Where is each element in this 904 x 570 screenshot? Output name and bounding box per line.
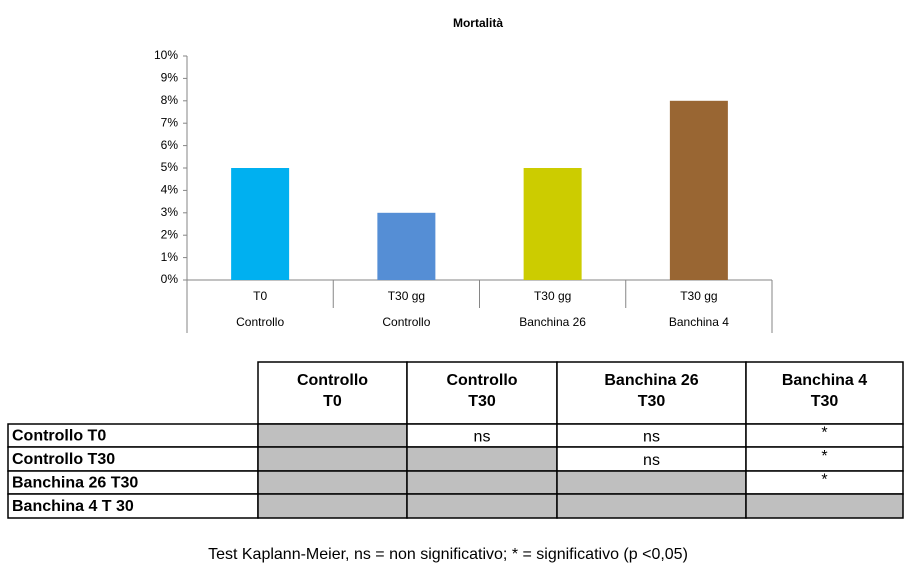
y-tick-label: 6%	[161, 138, 179, 152]
column-header: Banchina 26	[604, 372, 698, 389]
empty-cell	[257, 423, 408, 448]
empty-cell	[556, 493, 747, 519]
bar	[669, 100, 728, 280]
cell-value: *	[821, 448, 827, 465]
empty-cell	[406, 493, 558, 519]
y-tick-label: 1%	[161, 250, 179, 264]
empty-cell	[257, 493, 408, 519]
empty-cell	[406, 446, 558, 472]
y-tick-label: 0%	[161, 272, 179, 286]
row-header: Controllo T30	[12, 451, 115, 468]
column-header: T0	[323, 393, 342, 410]
x-tick-label: T0	[253, 289, 267, 303]
empty-cell	[406, 470, 558, 495]
bar	[231, 168, 290, 280]
x-tick-label: T30 gg	[534, 289, 571, 303]
table-cell	[556, 446, 747, 472]
y-tick-label: 2%	[161, 227, 179, 241]
cell-value: ns	[643, 452, 660, 469]
column-header: Banchina 4	[782, 372, 867, 389]
table-note: Test Kaplann-Meier, ns = non significati…	[208, 546, 688, 563]
header-cell	[556, 361, 747, 425]
cell-value: ns	[643, 429, 660, 446]
column-header: Controllo	[297, 372, 368, 389]
row-header: Banchina 26 T30	[12, 475, 138, 492]
y-tick-label: 8%	[161, 93, 179, 107]
cell-value: ns	[474, 429, 491, 446]
cell-value: *	[821, 472, 827, 489]
column-header: T30	[468, 393, 496, 410]
x-group-label: Controllo	[236, 315, 284, 329]
y-tick-label: 4%	[161, 183, 179, 197]
x-group-label: Controllo	[382, 315, 430, 329]
x-tick-label: T30 gg	[680, 289, 717, 303]
row-header-cell	[7, 493, 259, 519]
chart-title: Mortalità	[453, 16, 503, 30]
empty-cell	[745, 493, 904, 519]
x-group-label: Banchina 4	[669, 315, 729, 329]
y-tick-label: 3%	[161, 205, 179, 219]
empty-cell	[556, 470, 747, 495]
y-tick-label: 5%	[161, 160, 179, 174]
cell-value: *	[821, 425, 827, 442]
header-cell	[406, 361, 558, 425]
row-header-cell	[7, 446, 259, 472]
empty-cell	[257, 470, 408, 495]
column-header: T30	[811, 393, 839, 410]
x-group-label: Banchina 26	[519, 315, 586, 329]
x-tick-label: T30 gg	[388, 289, 425, 303]
row-header: Banchina 4 T 30	[12, 498, 134, 515]
row-header: Controllo T0	[12, 428, 106, 445]
bar	[523, 168, 582, 280]
empty-cell	[257, 446, 408, 472]
y-tick-label: 9%	[161, 71, 179, 85]
column-header: Controllo	[446, 372, 517, 389]
bar	[377, 212, 436, 280]
column-header: T30	[638, 393, 666, 410]
y-tick-label: 7%	[161, 115, 179, 129]
header-cell	[745, 361, 904, 425]
y-tick-label: 10%	[154, 48, 178, 62]
